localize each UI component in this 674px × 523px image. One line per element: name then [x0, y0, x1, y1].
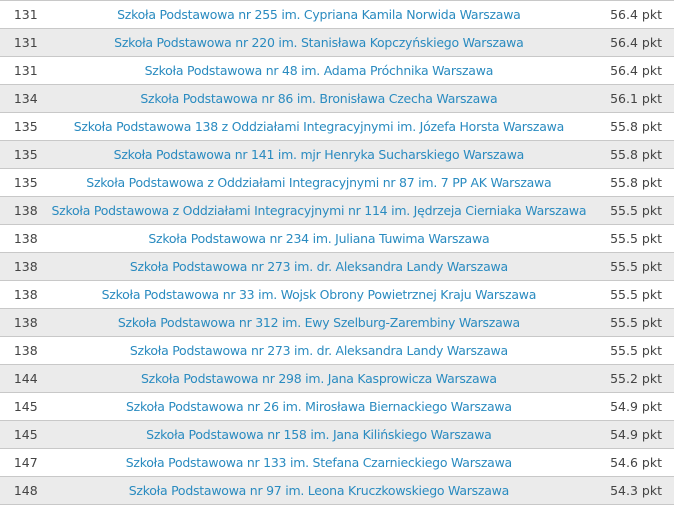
- school-cell: Szkoła Podstawowa nr 26 im. Mirosława Bi…: [51, 393, 586, 421]
- points-cell: 55.5 pkt: [610, 203, 662, 218]
- table-row: 147 Szkoła Podstawowa nr 133 im. Stefana …: [0, 449, 674, 477]
- school-cell: Szkoła Podstawowa nr 86 im. Bronisława C…: [51, 85, 586, 113]
- rank-cell: 138: [13, 203, 38, 218]
- table-row: 131 Szkoła Podstawowa nr 255 im. Cypriana…: [0, 1, 674, 29]
- points-cell: 55.5 pkt: [610, 315, 662, 330]
- school-cell: Szkoła Podstawowa nr 255 im. Cypriana Ka…: [51, 1, 586, 29]
- school-cell: Szkoła Podstawowa nr 97 im. Leona Kruczk…: [51, 477, 586, 505]
- rank-cell: 145: [13, 427, 38, 442]
- school-link[interactable]: Szkoła Podstawowa nr 141 im. mjr Henryka…: [113, 147, 525, 162]
- rank-cell: 138: [13, 231, 38, 246]
- school-link[interactable]: Szkoła Podstawowa nr 26 im. Mirosława Bi…: [125, 399, 512, 414]
- school-link[interactable]: Szkoła Podstawowa z Oddziałami Integracy…: [51, 203, 587, 218]
- points-cell: 54.9 pkt: [610, 399, 662, 414]
- points-cell: 55.5 pkt: [610, 259, 662, 274]
- school-cell: Szkoła Podstawowa nr 158 im. Jana Kilińs…: [51, 421, 586, 449]
- points-cell: 56.4 pkt: [610, 7, 662, 22]
- table-row: 131 Szkoła Podstawowa nr 48 im. Adama Pró…: [0, 57, 674, 85]
- table-row: 134 Szkoła Podstawowa nr 86 im. Bronisław…: [0, 84, 674, 113]
- rank-cell: 135: [13, 175, 38, 190]
- table-row: 145 Szkoła Podstawowa nr 26 im. Mirosława…: [0, 393, 674, 421]
- points-cell: 54.3 pkt: [610, 483, 662, 498]
- school-link[interactable]: Szkoła Podstawowa z Oddziałami Integracy…: [86, 175, 552, 190]
- points-cell: 55.5 pkt: [610, 231, 662, 246]
- table-body: 131 Szkoła Podstawowa nr 255 im. Cypriana…: [0, 1, 674, 505]
- table-row: 138 Szkoła Podstawowa nr 273 im. dr. Alek…: [0, 252, 674, 281]
- table-row: 135 Szkoła Podstawowa 138 z Oddziałami In…: [0, 113, 674, 141]
- school-cell: Szkoła Podstawowa nr 273 im. dr. Aleksan…: [51, 253, 586, 281]
- rank-cell: 138: [13, 315, 38, 330]
- table-row: 144 Szkoła Podstawowa nr 298 im. Jana Kas…: [0, 364, 674, 393]
- school-cell: Szkoła Podstawowa nr 298 im. Jana Kaspro…: [51, 365, 586, 393]
- school-link[interactable]: Szkoła Podstawowa nr 273 im. dr. Aleksan…: [129, 259, 508, 274]
- rank-cell: 131: [13, 7, 38, 22]
- table-row: 138 Szkoła Podstawowa nr 234 im. Juliana …: [0, 225, 674, 253]
- points-cell: 55.8 pkt: [610, 119, 662, 134]
- table-row: 145 Szkoła Podstawowa nr 158 im. Jana Kil…: [0, 420, 674, 449]
- school-link[interactable]: Szkoła Podstawowa nr 33 im. Wojsk Obrony…: [101, 287, 537, 302]
- school-cell: Szkoła Podstawowa nr 234 im. Juliana Tuw…: [51, 225, 586, 253]
- rank-cell: 135: [13, 119, 38, 134]
- rank-cell: 135: [13, 147, 38, 162]
- school-link[interactable]: Szkoła Podstawowa nr 312 im. Ewy Szelbur…: [117, 315, 520, 330]
- table-row: 138 Szkoła Podstawowa nr 312 im. Ewy Szel…: [0, 308, 674, 337]
- school-cell: Szkoła Podstawowa z Oddziałami Integracy…: [51, 197, 586, 225]
- school-cell: Szkoła Podstawowa nr 220 im. Stanisława …: [51, 29, 586, 57]
- school-ranking-table: 131 Szkoła Podstawowa nr 255 im. Cypriana…: [0, 0, 674, 505]
- school-link[interactable]: Szkoła Podstawowa nr 273 im. dr. Aleksan…: [129, 343, 508, 358]
- rank-cell: 138: [13, 259, 38, 274]
- table-row: 138 Szkoła Podstawowa nr 33 im. Wojsk Obr…: [0, 281, 674, 309]
- rank-cell: 145: [13, 399, 38, 414]
- table-row: 138 Szkoła Podstawowa nr 273 im. dr. Alek…: [0, 337, 674, 365]
- school-link[interactable]: Szkoła Podstawowa nr 48 im. Adama Próchn…: [144, 63, 494, 78]
- rank-cell: 134: [13, 91, 38, 106]
- table-row: 131 Szkoła Podstawowa nr 220 im. Stanisła…: [0, 28, 674, 57]
- points-cell: 54.9 pkt: [610, 427, 662, 442]
- points-cell: 55.5 pkt: [610, 343, 662, 358]
- points-cell: 55.8 pkt: [610, 147, 662, 162]
- rank-cell: 144: [13, 371, 38, 386]
- school-link[interactable]: Szkoła Podstawowa nr 97 im. Leona Kruczk…: [128, 483, 510, 498]
- school-cell: Szkoła Podstawowa nr 273 im. dr. Aleksan…: [51, 337, 586, 365]
- school-cell: Szkoła Podstawowa nr 33 im. Wojsk Obrony…: [51, 281, 586, 309]
- points-cell: 55.8 pkt: [610, 175, 662, 190]
- points-cell: 56.4 pkt: [610, 63, 662, 78]
- table-row: 138 Szkoła Podstawowa z Oddziałami Integr…: [0, 196, 674, 225]
- rank-cell: 131: [13, 63, 38, 78]
- school-link[interactable]: Szkoła Podstawowa nr 234 im. Juliana Tuw…: [148, 231, 490, 246]
- school-cell: Szkoła Podstawowa 138 z Oddziałami Integ…: [51, 113, 586, 141]
- points-cell: 56.1 pkt: [610, 91, 662, 106]
- table-row: 135 Szkoła Podstawowa nr 141 im. mjr Henr…: [0, 140, 674, 169]
- school-link[interactable]: Szkoła Podstawowa 138 z Oddziałami Integ…: [73, 119, 565, 134]
- points-cell: 55.5 pkt: [610, 287, 662, 302]
- points-cell: 54.6 pkt: [610, 455, 662, 470]
- rank-cell: 138: [13, 287, 38, 302]
- school-link[interactable]: Szkoła Podstawowa nr 298 im. Jana Kaspro…: [140, 371, 497, 386]
- table-row: 148 Szkoła Podstawowa nr 97 im. Leona Kru…: [0, 476, 674, 505]
- school-link[interactable]: Szkoła Podstawowa nr 86 im. Bronisława C…: [140, 91, 498, 106]
- school-link[interactable]: Szkoła Podstawowa nr 133 im. Stefana Cza…: [125, 455, 512, 470]
- points-cell: 56.4 pkt: [610, 35, 662, 50]
- school-cell: Szkoła Podstawowa nr 312 im. Ewy Szelbur…: [51, 309, 586, 337]
- rank-cell: 147: [13, 455, 38, 470]
- school-link[interactable]: Szkoła Podstawowa nr 220 im. Stanisława …: [114, 35, 524, 50]
- school-cell: Szkoła Podstawowa nr 48 im. Adama Próchn…: [51, 57, 586, 85]
- school-link[interactable]: Szkoła Podstawowa nr 255 im. Cypriana Ka…: [117, 7, 521, 22]
- rank-cell: 148: [13, 483, 38, 498]
- school-link[interactable]: Szkoła Podstawowa nr 158 im. Jana Kilińs…: [146, 427, 492, 442]
- rank-cell: 131: [13, 35, 38, 50]
- school-cell: Szkoła Podstawowa z Oddziałami Integracy…: [51, 169, 586, 197]
- table-row: 135 Szkoła Podstawowa z Oddziałami Integr…: [0, 169, 674, 197]
- rank-cell: 138: [13, 343, 38, 358]
- school-cell: Szkoła Podstawowa nr 141 im. mjr Henryka…: [51, 141, 586, 169]
- school-cell: Szkoła Podstawowa nr 133 im. Stefana Cza…: [51, 449, 586, 477]
- points-cell: 55.2 pkt: [610, 371, 662, 386]
